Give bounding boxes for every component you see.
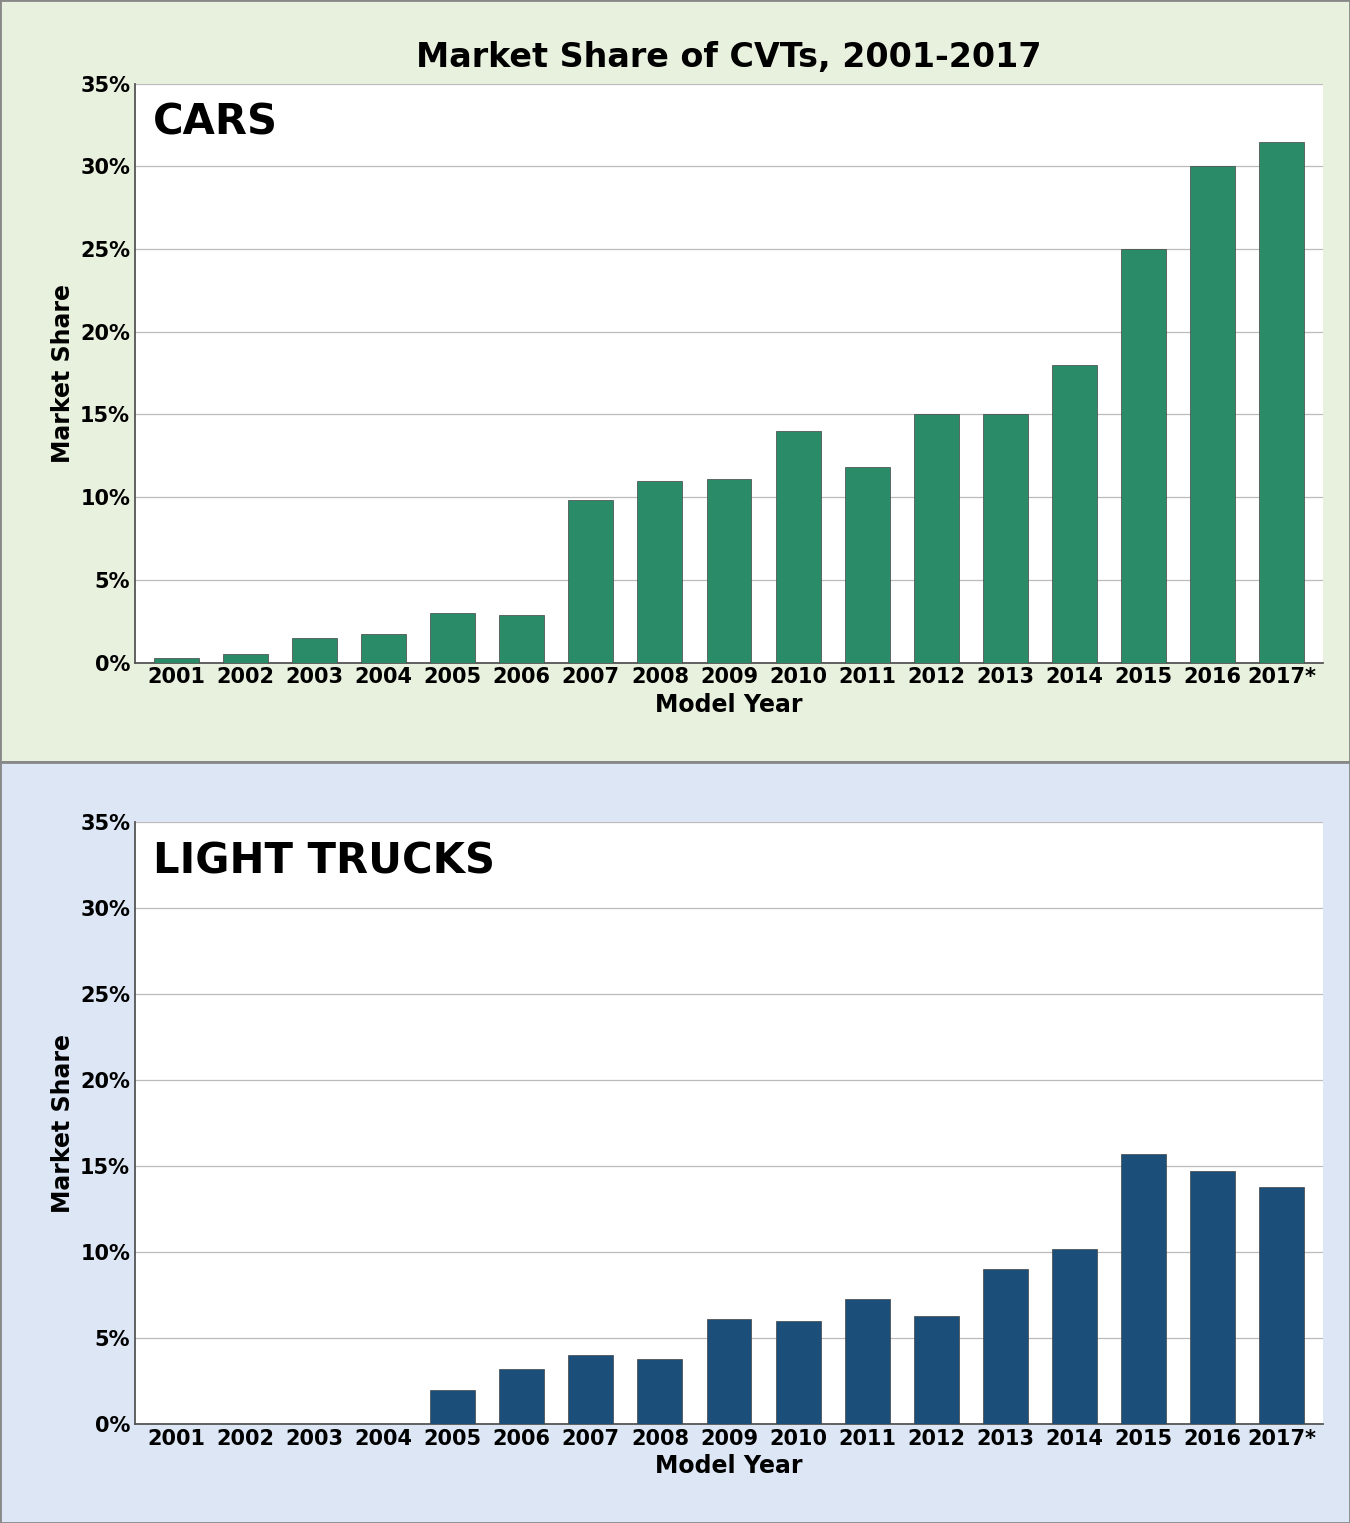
Bar (1260, 1186, 1304, 1424)
X-axis label: Model Year: Model Year (655, 1454, 803, 1479)
Bar (637, 1359, 682, 1424)
Bar (500, 1369, 544, 1424)
Bar (431, 612, 475, 663)
Bar (845, 468, 890, 663)
Bar (776, 1320, 821, 1424)
Bar (223, 655, 267, 663)
Bar (500, 615, 544, 663)
Bar (568, 1355, 613, 1424)
Bar (706, 478, 752, 663)
Bar (1052, 1249, 1096, 1424)
Bar (1191, 166, 1235, 663)
Bar (568, 501, 613, 663)
Bar (1260, 142, 1304, 663)
Bar (914, 1316, 958, 1424)
Bar (154, 658, 198, 663)
Text: CARS: CARS (153, 101, 278, 143)
Bar (1052, 366, 1096, 663)
Y-axis label: Market Share: Market Share (50, 283, 74, 463)
Y-axis label: Market Share: Market Share (50, 1034, 74, 1212)
Bar (637, 481, 682, 663)
Bar (776, 431, 821, 663)
Bar (1191, 1171, 1235, 1424)
Bar (362, 635, 406, 663)
Bar (706, 1319, 752, 1424)
Bar (983, 414, 1027, 663)
X-axis label: Model Year: Model Year (655, 693, 803, 717)
Bar (292, 638, 338, 663)
Bar (1120, 1154, 1166, 1424)
Bar (983, 1269, 1027, 1424)
Title: Market Share of CVTs, 2001-2017: Market Share of CVTs, 2001-2017 (416, 41, 1042, 75)
Text: LIGHT TRUCKS: LIGHT TRUCKS (153, 841, 495, 882)
Bar (845, 1299, 890, 1424)
Bar (1120, 250, 1166, 663)
Bar (431, 1389, 475, 1424)
Bar (914, 414, 958, 663)
